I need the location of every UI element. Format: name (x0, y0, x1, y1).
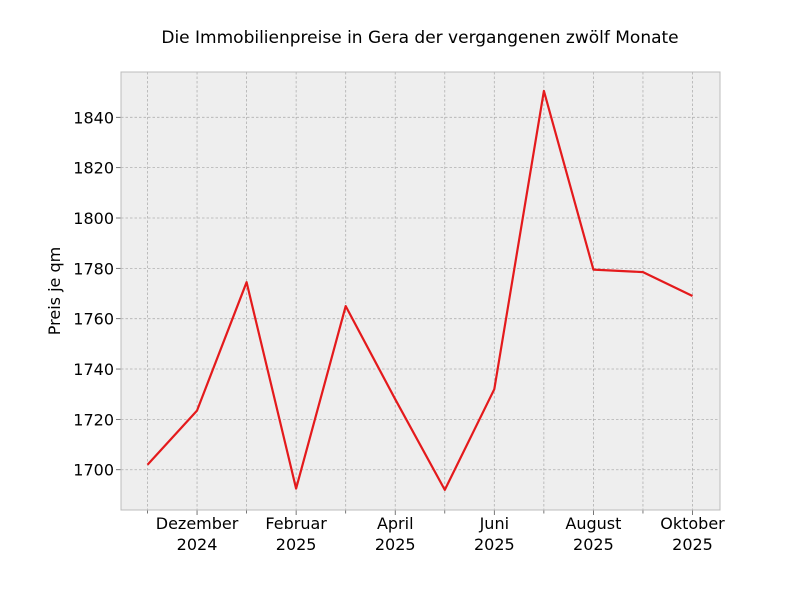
x-tick-label: Oktober (660, 514, 725, 533)
x-tick-label-year: 2025 (573, 535, 614, 554)
y-tick-label: 1840 (73, 108, 114, 127)
y-tick-label: 1700 (73, 461, 114, 480)
y-axis: 1700 1720 1740 1760 1780 1800 1820 1840 (73, 108, 121, 480)
x-tick-label-year: 2025 (276, 535, 317, 554)
y-tick-label: 1780 (73, 259, 114, 278)
series (146, 89, 693, 491)
y-tick-label: 1800 (73, 209, 114, 228)
y-tick-label: 1740 (73, 360, 114, 379)
x-tick-label-year: 2025 (375, 535, 416, 554)
y-tick-label: 1720 (73, 410, 114, 429)
x-tick-label-year: 2025 (474, 535, 515, 554)
x-tick-label: August (565, 514, 621, 533)
x-tick-label-year: 2025 (672, 535, 713, 554)
x-tick-label: Dezember (156, 514, 239, 533)
x-tick-label: Juni (479, 514, 509, 533)
chart-title: Die Immobilienpreise in Gera der vergang… (161, 28, 678, 48)
series-line (146, 89, 693, 491)
minor-ticks (147, 510, 644, 514)
plot-frame (120, 71, 721, 511)
plot-area (121, 72, 720, 510)
x-tick-label: Februar (265, 514, 327, 533)
x-axis: Dezember 2024 Februar 2025 April 2025 Juni 2025… (156, 510, 725, 554)
grid (121, 72, 720, 510)
y-axis-label: Preis je qm (45, 247, 64, 335)
x-tick-label-year: 2024 (177, 535, 218, 554)
y-tick-label: 1820 (73, 159, 114, 178)
x-tick-label: April (377, 514, 414, 533)
y-tick-label: 1760 (73, 310, 114, 329)
